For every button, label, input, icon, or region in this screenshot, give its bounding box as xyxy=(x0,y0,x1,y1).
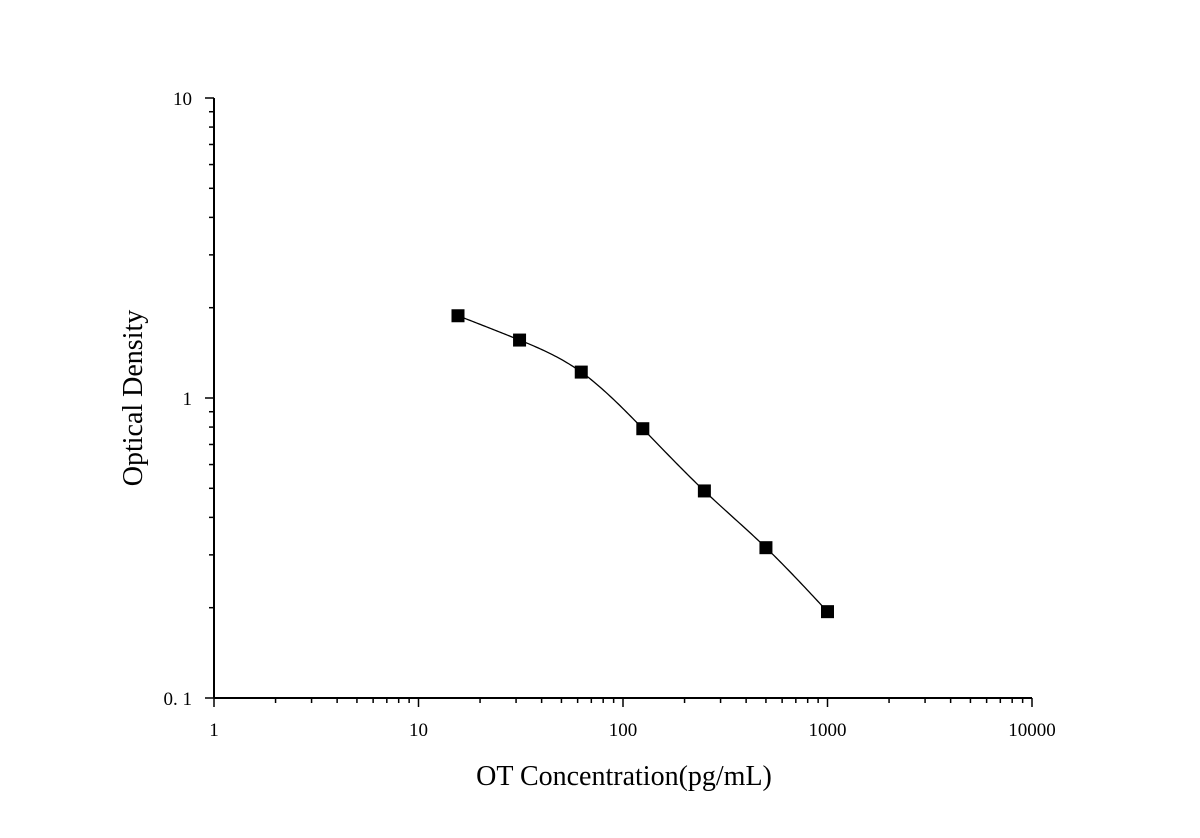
tick-marks xyxy=(205,97,1033,707)
data-point xyxy=(697,484,711,498)
tick-labels: 1 10 100 1000 10000 0. 1 1 10 xyxy=(164,89,1056,741)
data-point xyxy=(574,365,588,379)
x-tick-label: 1 xyxy=(209,720,219,741)
data-point xyxy=(636,422,650,436)
data-point xyxy=(759,541,773,555)
y-tick-label: 1 xyxy=(183,389,193,410)
data-points xyxy=(451,309,834,619)
y-tick-label: 0. 1 xyxy=(164,689,193,710)
fit-curve xyxy=(457,315,828,613)
data-point xyxy=(513,333,527,347)
data-point xyxy=(451,309,465,323)
y-axis-title: Optical Density xyxy=(118,310,149,487)
x-tick-label: 10 xyxy=(409,720,428,741)
y-tick-label: 10 xyxy=(173,89,192,110)
x-axis-title: OT Concentration(pg/mL) xyxy=(476,761,772,792)
data-point xyxy=(821,605,834,619)
x-tick-label: 1000 xyxy=(809,720,847,741)
x-tick-label: 100 xyxy=(609,720,638,741)
x-tick-label: 10000 xyxy=(1008,720,1056,741)
axes xyxy=(213,98,1032,699)
fit-curve-group xyxy=(457,315,828,613)
